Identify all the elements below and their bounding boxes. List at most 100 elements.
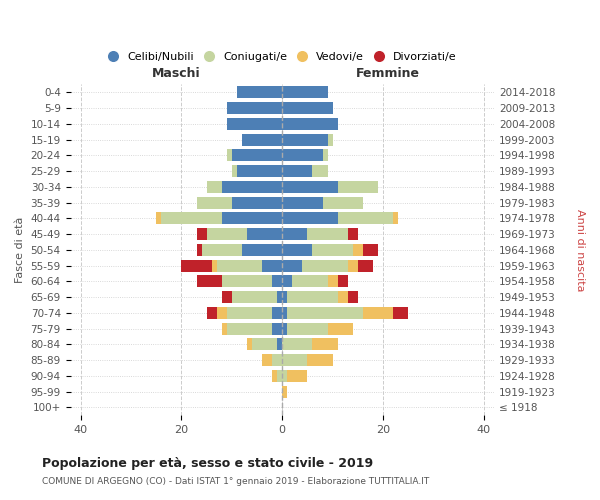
Bar bbox=[358, 260, 373, 272]
Bar bbox=[272, 322, 282, 334]
Bar bbox=[292, 276, 328, 287]
Bar bbox=[277, 370, 282, 382]
Bar bbox=[287, 322, 328, 334]
Bar bbox=[338, 212, 393, 224]
Bar bbox=[197, 196, 232, 208]
Bar bbox=[232, 150, 282, 162]
Bar bbox=[181, 260, 212, 272]
Bar bbox=[227, 102, 282, 114]
Bar bbox=[348, 228, 358, 240]
Bar bbox=[222, 181, 282, 193]
Bar bbox=[348, 291, 358, 303]
Bar bbox=[393, 212, 398, 224]
Text: Femmine: Femmine bbox=[356, 67, 420, 80]
Bar bbox=[282, 150, 323, 162]
Bar bbox=[313, 244, 353, 256]
Bar bbox=[272, 307, 282, 319]
Bar bbox=[282, 260, 302, 272]
Bar bbox=[282, 181, 338, 193]
Text: Popolazione per età, sesso e stato civile - 2019: Popolazione per età, sesso e stato civil… bbox=[42, 458, 373, 470]
Bar bbox=[206, 307, 217, 319]
Bar bbox=[282, 291, 287, 303]
Bar bbox=[206, 181, 222, 193]
Bar bbox=[282, 196, 323, 208]
Legend: Celibi/Nubili, Coniugati/e, Vedovi/e, Divorziati/e: Celibi/Nubili, Coniugati/e, Vedovi/e, Di… bbox=[103, 47, 461, 66]
Bar bbox=[272, 276, 282, 287]
Bar bbox=[262, 354, 272, 366]
Bar bbox=[307, 354, 332, 366]
Bar bbox=[282, 244, 313, 256]
Bar bbox=[287, 307, 363, 319]
Bar bbox=[338, 291, 348, 303]
Bar bbox=[247, 228, 282, 240]
Bar bbox=[323, 150, 328, 162]
Bar bbox=[282, 212, 338, 224]
Bar bbox=[232, 196, 282, 208]
Bar bbox=[222, 212, 282, 224]
Text: COMUNE DI ARGEGNO (CO) - Dati ISTAT 1° gennaio 2019 - Elaborazione TUTTITALIA.IT: COMUNE DI ARGEGNO (CO) - Dati ISTAT 1° g… bbox=[42, 478, 429, 486]
Bar bbox=[328, 134, 332, 145]
Bar bbox=[282, 86, 328, 99]
Bar bbox=[277, 338, 282, 350]
Bar bbox=[328, 322, 353, 334]
Bar bbox=[237, 165, 282, 177]
Bar bbox=[287, 291, 338, 303]
Bar bbox=[202, 244, 242, 256]
Bar bbox=[272, 354, 282, 366]
Bar bbox=[222, 291, 232, 303]
Bar bbox=[282, 370, 287, 382]
Bar bbox=[227, 322, 272, 334]
Text: Maschi: Maschi bbox=[152, 67, 200, 80]
Bar bbox=[247, 338, 252, 350]
Bar bbox=[197, 276, 222, 287]
Bar bbox=[237, 86, 282, 99]
Bar bbox=[156, 212, 161, 224]
Bar bbox=[217, 307, 227, 319]
Bar bbox=[197, 228, 206, 240]
Bar bbox=[206, 228, 247, 240]
Bar bbox=[282, 307, 287, 319]
Bar bbox=[353, 244, 363, 256]
Bar bbox=[242, 134, 282, 145]
Bar bbox=[282, 118, 338, 130]
Bar bbox=[272, 370, 277, 382]
Bar bbox=[307, 228, 348, 240]
Bar bbox=[393, 307, 408, 319]
Bar bbox=[277, 291, 282, 303]
Bar bbox=[313, 338, 338, 350]
Bar bbox=[282, 102, 332, 114]
Bar bbox=[348, 260, 358, 272]
Bar bbox=[282, 338, 313, 350]
Bar bbox=[262, 260, 282, 272]
Bar bbox=[282, 276, 292, 287]
Bar bbox=[227, 150, 232, 162]
Bar bbox=[197, 244, 202, 256]
Bar bbox=[363, 307, 393, 319]
Bar bbox=[227, 118, 282, 130]
Bar bbox=[252, 338, 277, 350]
Bar bbox=[282, 354, 307, 366]
Bar bbox=[227, 307, 272, 319]
Bar bbox=[282, 322, 287, 334]
Bar bbox=[338, 181, 378, 193]
Bar bbox=[282, 386, 287, 398]
Bar bbox=[282, 165, 313, 177]
Bar bbox=[282, 228, 307, 240]
Bar bbox=[287, 370, 307, 382]
Bar bbox=[363, 244, 378, 256]
Y-axis label: Fasce di età: Fasce di età bbox=[15, 216, 25, 283]
Bar bbox=[161, 212, 222, 224]
Bar bbox=[302, 260, 348, 272]
Bar bbox=[217, 260, 262, 272]
Bar bbox=[212, 260, 217, 272]
Bar bbox=[282, 134, 328, 145]
Bar bbox=[232, 165, 237, 177]
Bar bbox=[222, 322, 227, 334]
Bar bbox=[242, 244, 282, 256]
Y-axis label: Anni di nascita: Anni di nascita bbox=[575, 208, 585, 291]
Bar bbox=[232, 291, 277, 303]
Bar bbox=[222, 276, 272, 287]
Bar bbox=[338, 276, 348, 287]
Bar bbox=[313, 165, 328, 177]
Bar bbox=[323, 196, 363, 208]
